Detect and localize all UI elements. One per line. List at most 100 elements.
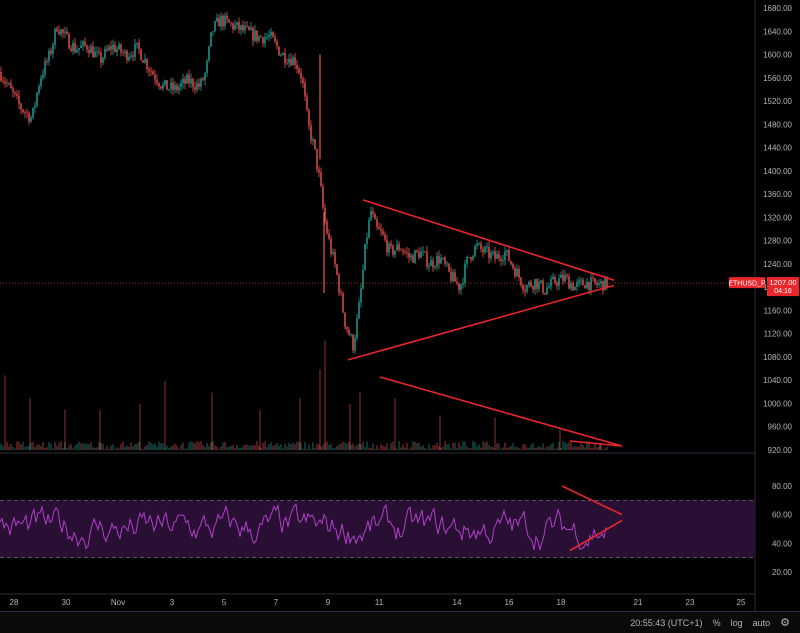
candle-body xyxy=(356,318,358,338)
candle-body xyxy=(358,302,360,319)
candle-body xyxy=(550,279,552,287)
candle-body xyxy=(542,280,544,293)
price-tick-label: 1040.00 xyxy=(763,376,792,385)
volume-bar xyxy=(404,447,406,450)
candle-body xyxy=(246,26,248,27)
volume-bar xyxy=(158,441,160,450)
candle-body xyxy=(248,26,250,30)
volume-bar xyxy=(130,442,132,450)
volume-bar xyxy=(124,447,126,450)
time-tick-label: 11 xyxy=(375,598,384,607)
candle-body xyxy=(452,272,454,282)
volume-bar xyxy=(110,445,112,450)
volume-spike xyxy=(599,444,601,450)
volume-bar xyxy=(370,447,372,450)
log-toggle[interactable]: log xyxy=(730,617,743,628)
volume-bar xyxy=(532,443,534,450)
candle-body xyxy=(206,60,208,74)
candle-body xyxy=(300,72,302,79)
volume-bar xyxy=(22,441,24,450)
rsi-tick-label: 80.00 xyxy=(772,482,793,491)
volume-bar xyxy=(230,445,232,450)
percent-toggle[interactable]: % xyxy=(712,617,721,628)
time-axis[interactable]: 28 30 Nov 3 5 7 9 11 14 16 18 21 23 25 xyxy=(10,598,746,607)
candle-body xyxy=(376,219,378,227)
volume-bar xyxy=(428,443,430,450)
candle-body xyxy=(22,109,24,113)
volume-bar xyxy=(218,448,220,450)
candle-body xyxy=(368,220,370,238)
candle-body xyxy=(172,82,174,90)
candle-body xyxy=(194,87,196,90)
candle-body xyxy=(402,250,404,252)
volume-bar xyxy=(294,444,296,450)
candle-body xyxy=(128,56,130,61)
volume-bar xyxy=(314,447,316,450)
volume-bar xyxy=(340,443,342,450)
volume-bar xyxy=(400,447,402,450)
volume-bar xyxy=(524,443,526,450)
candle-body xyxy=(530,282,532,287)
candle-body xyxy=(390,243,392,246)
volume-bar xyxy=(572,446,574,450)
volume-bar xyxy=(38,444,40,450)
volume-bar xyxy=(102,443,104,450)
volume-bar xyxy=(554,448,556,450)
volume-bar xyxy=(598,446,600,450)
volume-bar xyxy=(336,445,338,450)
volume-bar xyxy=(54,442,56,450)
candle-body xyxy=(370,211,372,221)
drawing-annotations[interactable] xyxy=(347,199,623,552)
volume-bar xyxy=(594,443,596,450)
candle-body xyxy=(230,22,232,24)
candle-body xyxy=(406,252,408,254)
candle-body xyxy=(528,282,530,286)
volume-bar xyxy=(116,447,118,450)
gear-icon[interactable]: ⚙ xyxy=(780,617,790,629)
volume-bar xyxy=(552,442,554,450)
volume-bar xyxy=(204,447,206,450)
candle-body xyxy=(266,36,268,38)
candle-body xyxy=(468,256,470,258)
candle-body xyxy=(132,55,134,57)
triangle-upper-trendline xyxy=(362,199,615,281)
volume-bar xyxy=(430,448,432,450)
candle-body xyxy=(418,251,420,258)
volume-bar xyxy=(84,443,86,450)
candle-body xyxy=(362,270,364,289)
candle-body xyxy=(40,77,42,86)
volume-bar xyxy=(546,446,548,450)
chart-canvas[interactable]: 1680.001640.001600.001560.001520.001480.… xyxy=(0,0,800,611)
volume-bar xyxy=(108,448,110,450)
volume-bar xyxy=(604,448,606,450)
candle-body xyxy=(98,51,100,53)
candle-body xyxy=(66,31,68,34)
candle-body xyxy=(454,272,456,282)
price-pane[interactable] xyxy=(0,0,756,611)
volume-bar xyxy=(332,447,334,450)
volume-bar xyxy=(68,445,70,450)
candle-body xyxy=(498,254,500,259)
candle-body xyxy=(598,282,600,285)
time-tick-label: 3 xyxy=(170,598,175,607)
candle-body xyxy=(494,251,496,259)
candle-body xyxy=(18,95,20,105)
volume-bar xyxy=(406,442,408,450)
volume-bar xyxy=(228,446,230,450)
auto-toggle[interactable]: auto xyxy=(752,617,771,628)
candle-body xyxy=(106,48,108,51)
candle-body xyxy=(330,238,332,254)
candle-body xyxy=(260,36,262,38)
candle-body xyxy=(84,41,86,46)
volume-bar xyxy=(126,445,128,450)
price-axis[interactable]: 1680.00 1640.00 1600.00 1560.00 1520.00 1480.… xyxy=(728,4,799,577)
candle-body xyxy=(592,277,594,279)
candle-body xyxy=(496,254,498,259)
volume-bar xyxy=(210,442,212,450)
rsi-pane[interactable] xyxy=(0,500,755,558)
candle-body xyxy=(258,36,260,41)
volume-bar xyxy=(12,446,14,450)
volume-bar xyxy=(42,442,44,450)
volume-bar xyxy=(586,441,588,450)
volume-bar xyxy=(202,445,204,450)
